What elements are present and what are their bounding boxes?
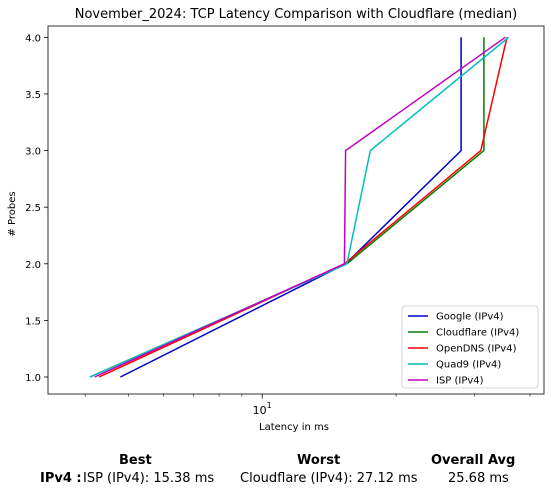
series-line-0 — [120, 37, 462, 378]
legend-label-3: Quad9 (IPv4) — [436, 360, 501, 371]
y-tick-label: 1.0 — [25, 373, 41, 384]
legend-label-2: OpenDNS (IPv4) — [436, 344, 517, 355]
y-tick-label: 1.5 — [25, 316, 41, 327]
x-tick-label: 101 — [253, 401, 272, 417]
legend-label-4: ISP (IPv4) — [436, 376, 484, 387]
plot-frame — [47, 25, 545, 395]
series-line-2 — [98, 37, 508, 378]
legend-label-1: Cloudflare (IPv4) — [436, 328, 519, 339]
chart-title: November_2024: TCP Latency Comparison wi… — [75, 7, 518, 22]
legend-label-0: Google (IPv4) — [436, 312, 504, 323]
ipv4-row-label: IPv4 : — [40, 471, 82, 486]
x-axis-label: Latency in ms — [259, 422, 329, 433]
legend-box — [401, 305, 539, 389]
y-tick-label: 3.5 — [25, 90, 41, 101]
overall-avg-value: 25.68 ms — [448, 471, 509, 486]
y-tick-label: 4.0 — [25, 33, 41, 44]
y-axis-label: # Probes — [7, 191, 18, 236]
y-tick-label: 2.0 — [25, 260, 41, 271]
summary-table: Best Worst Overall Avg IPv4 : ISP (IPv4)… — [0, 448, 551, 494]
y-tick-label: 2.5 — [25, 203, 41, 214]
series-line-4 — [94, 36, 506, 378]
overall-avg-header: Overall Avg — [431, 453, 516, 468]
worst-value: Cloudflare (IPv4): 27.12 ms — [240, 471, 418, 486]
best-header: Best — [119, 453, 152, 468]
y-tick-label: 3.0 — [25, 147, 41, 158]
worst-header: Worst — [297, 453, 341, 468]
best-value: ISP (IPv4): 15.38 ms — [83, 471, 215, 486]
